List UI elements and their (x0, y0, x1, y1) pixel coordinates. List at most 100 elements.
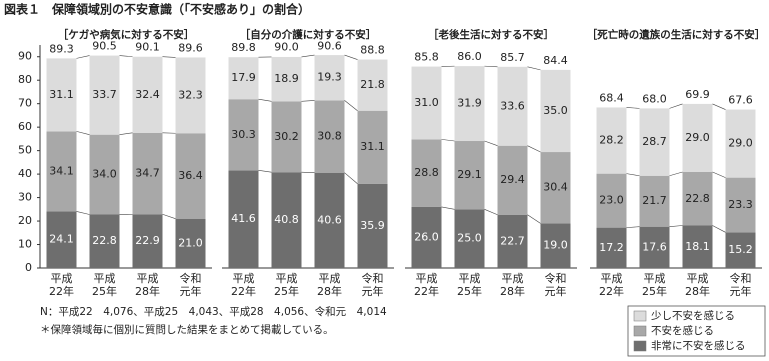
total-label: 89.8 (231, 41, 256, 54)
value-label: 31.1 (49, 88, 74, 101)
value-label: 34.0 (92, 168, 117, 181)
total-label: 68.0 (642, 92, 667, 105)
value-label: 23.3 (728, 198, 753, 211)
value-label: 28.2 (599, 134, 624, 147)
value-label: 30.2 (274, 130, 299, 143)
y-tick-label: 30 (18, 191, 32, 204)
value-label: 32.3 (178, 88, 203, 101)
legend-swatch (633, 340, 647, 352)
value-label: 35.0 (543, 104, 568, 117)
connector (441, 206, 455, 210)
value-label: 31.0 (414, 96, 439, 109)
bar-segment (411, 206, 442, 268)
value-label: 28.8 (414, 166, 439, 179)
connector (119, 55, 133, 58)
legend-swatch (633, 325, 647, 337)
total-label: 69.9 (685, 88, 710, 101)
connector (712, 225, 726, 233)
bar-segment (228, 99, 259, 171)
connector (712, 171, 726, 178)
value-label: 21.8 (360, 78, 385, 91)
bar-segment (271, 56, 302, 102)
bar-segment (540, 152, 571, 224)
value-label: 41.6 (231, 212, 256, 225)
y-tick-label: 60 (18, 120, 32, 133)
connector (344, 172, 358, 184)
value-label: 18.1 (685, 240, 710, 253)
connector (669, 171, 683, 177)
value-label: 33.6 (500, 99, 525, 112)
x-tick-label: 平成 28年 (317, 272, 342, 298)
note: N：平成22 4,076、平成25 4,043、平成28 4,056、令和元 4… (40, 305, 387, 318)
bar-segment (314, 172, 345, 268)
connector (441, 139, 455, 142)
value-label: 29.0 (685, 131, 710, 144)
bar-segment (89, 55, 120, 135)
y-tick-label: 70 (18, 97, 32, 110)
value-label: 24.1 (49, 233, 74, 246)
connector (527, 214, 541, 224)
connector (626, 173, 640, 177)
value-label: 19.3 (317, 71, 342, 84)
bar-segment (540, 223, 571, 268)
y-tick-label: 90 (18, 50, 32, 63)
value-label: 30.4 (543, 181, 568, 194)
x-tick-label: 平成 22年 (414, 272, 439, 298)
y-tick-label: 40 (18, 167, 32, 180)
connector (162, 213, 176, 219)
x-tick-label: 平成 28年 (500, 272, 525, 298)
total-label: 89.6 (178, 42, 203, 55)
panel-title: ［老後生活に対する不安］ (428, 28, 554, 41)
value-label: 28.7 (642, 135, 667, 148)
value-label: 35.9 (360, 219, 385, 232)
legend-swatch (633, 310, 647, 322)
bar-segment (725, 232, 756, 268)
bar-segment (357, 110, 388, 184)
connector (669, 225, 683, 227)
value-label: 36.4 (178, 169, 203, 182)
bar-segment (314, 100, 345, 173)
bar-segment (596, 227, 627, 268)
value-label: 17.9 (231, 71, 256, 84)
x-tick-label: 平成 22年 (599, 272, 624, 298)
x-tick-label: 平成 25年 (92, 272, 117, 298)
value-label: 29.0 (728, 137, 753, 150)
bar-segment (725, 177, 756, 233)
connector (484, 140, 498, 146)
bar-segment (89, 134, 120, 215)
x-tick-label: 令和元年 (730, 271, 752, 298)
total-label: 67.6 (728, 93, 753, 106)
value-label: 15.2 (728, 243, 753, 256)
value-label: 31.9 (457, 97, 482, 110)
x-tick-label: 平成 28年 (135, 272, 160, 298)
connector (712, 103, 726, 110)
value-label: 31.1 (360, 140, 385, 153)
bar-segment (89, 214, 120, 268)
bar-segment (175, 218, 206, 268)
bar-segment (497, 66, 528, 146)
x-tick-label: 平成 22年 (231, 272, 256, 298)
bar-segment (454, 66, 485, 142)
value-label: 22.7 (500, 234, 525, 247)
total-label: 89.3 (49, 42, 74, 55)
bar-segment (639, 175, 670, 227)
value-label: 30.8 (317, 130, 342, 143)
bar-segment (725, 109, 756, 178)
value-label: 25.0 (457, 232, 482, 245)
value-label: 33.7 (92, 88, 117, 101)
connector (162, 56, 176, 58)
x-tick-label: 平成 25年 (274, 272, 299, 298)
panel-title: ［ケガや病気に対する不安］ (58, 28, 195, 41)
bar-segment (411, 139, 442, 207)
bar-segment (314, 55, 345, 101)
connector (119, 132, 133, 135)
total-label: 88.8 (360, 44, 385, 57)
x-tick-label: 令和元年 (545, 271, 567, 298)
total-label: 90.0 (274, 41, 299, 54)
x-tick-label: 令和元年 (362, 271, 384, 298)
bar-segment (540, 69, 571, 153)
y-tick-label: 80 (18, 73, 32, 86)
total-label: 84.4 (543, 54, 568, 67)
